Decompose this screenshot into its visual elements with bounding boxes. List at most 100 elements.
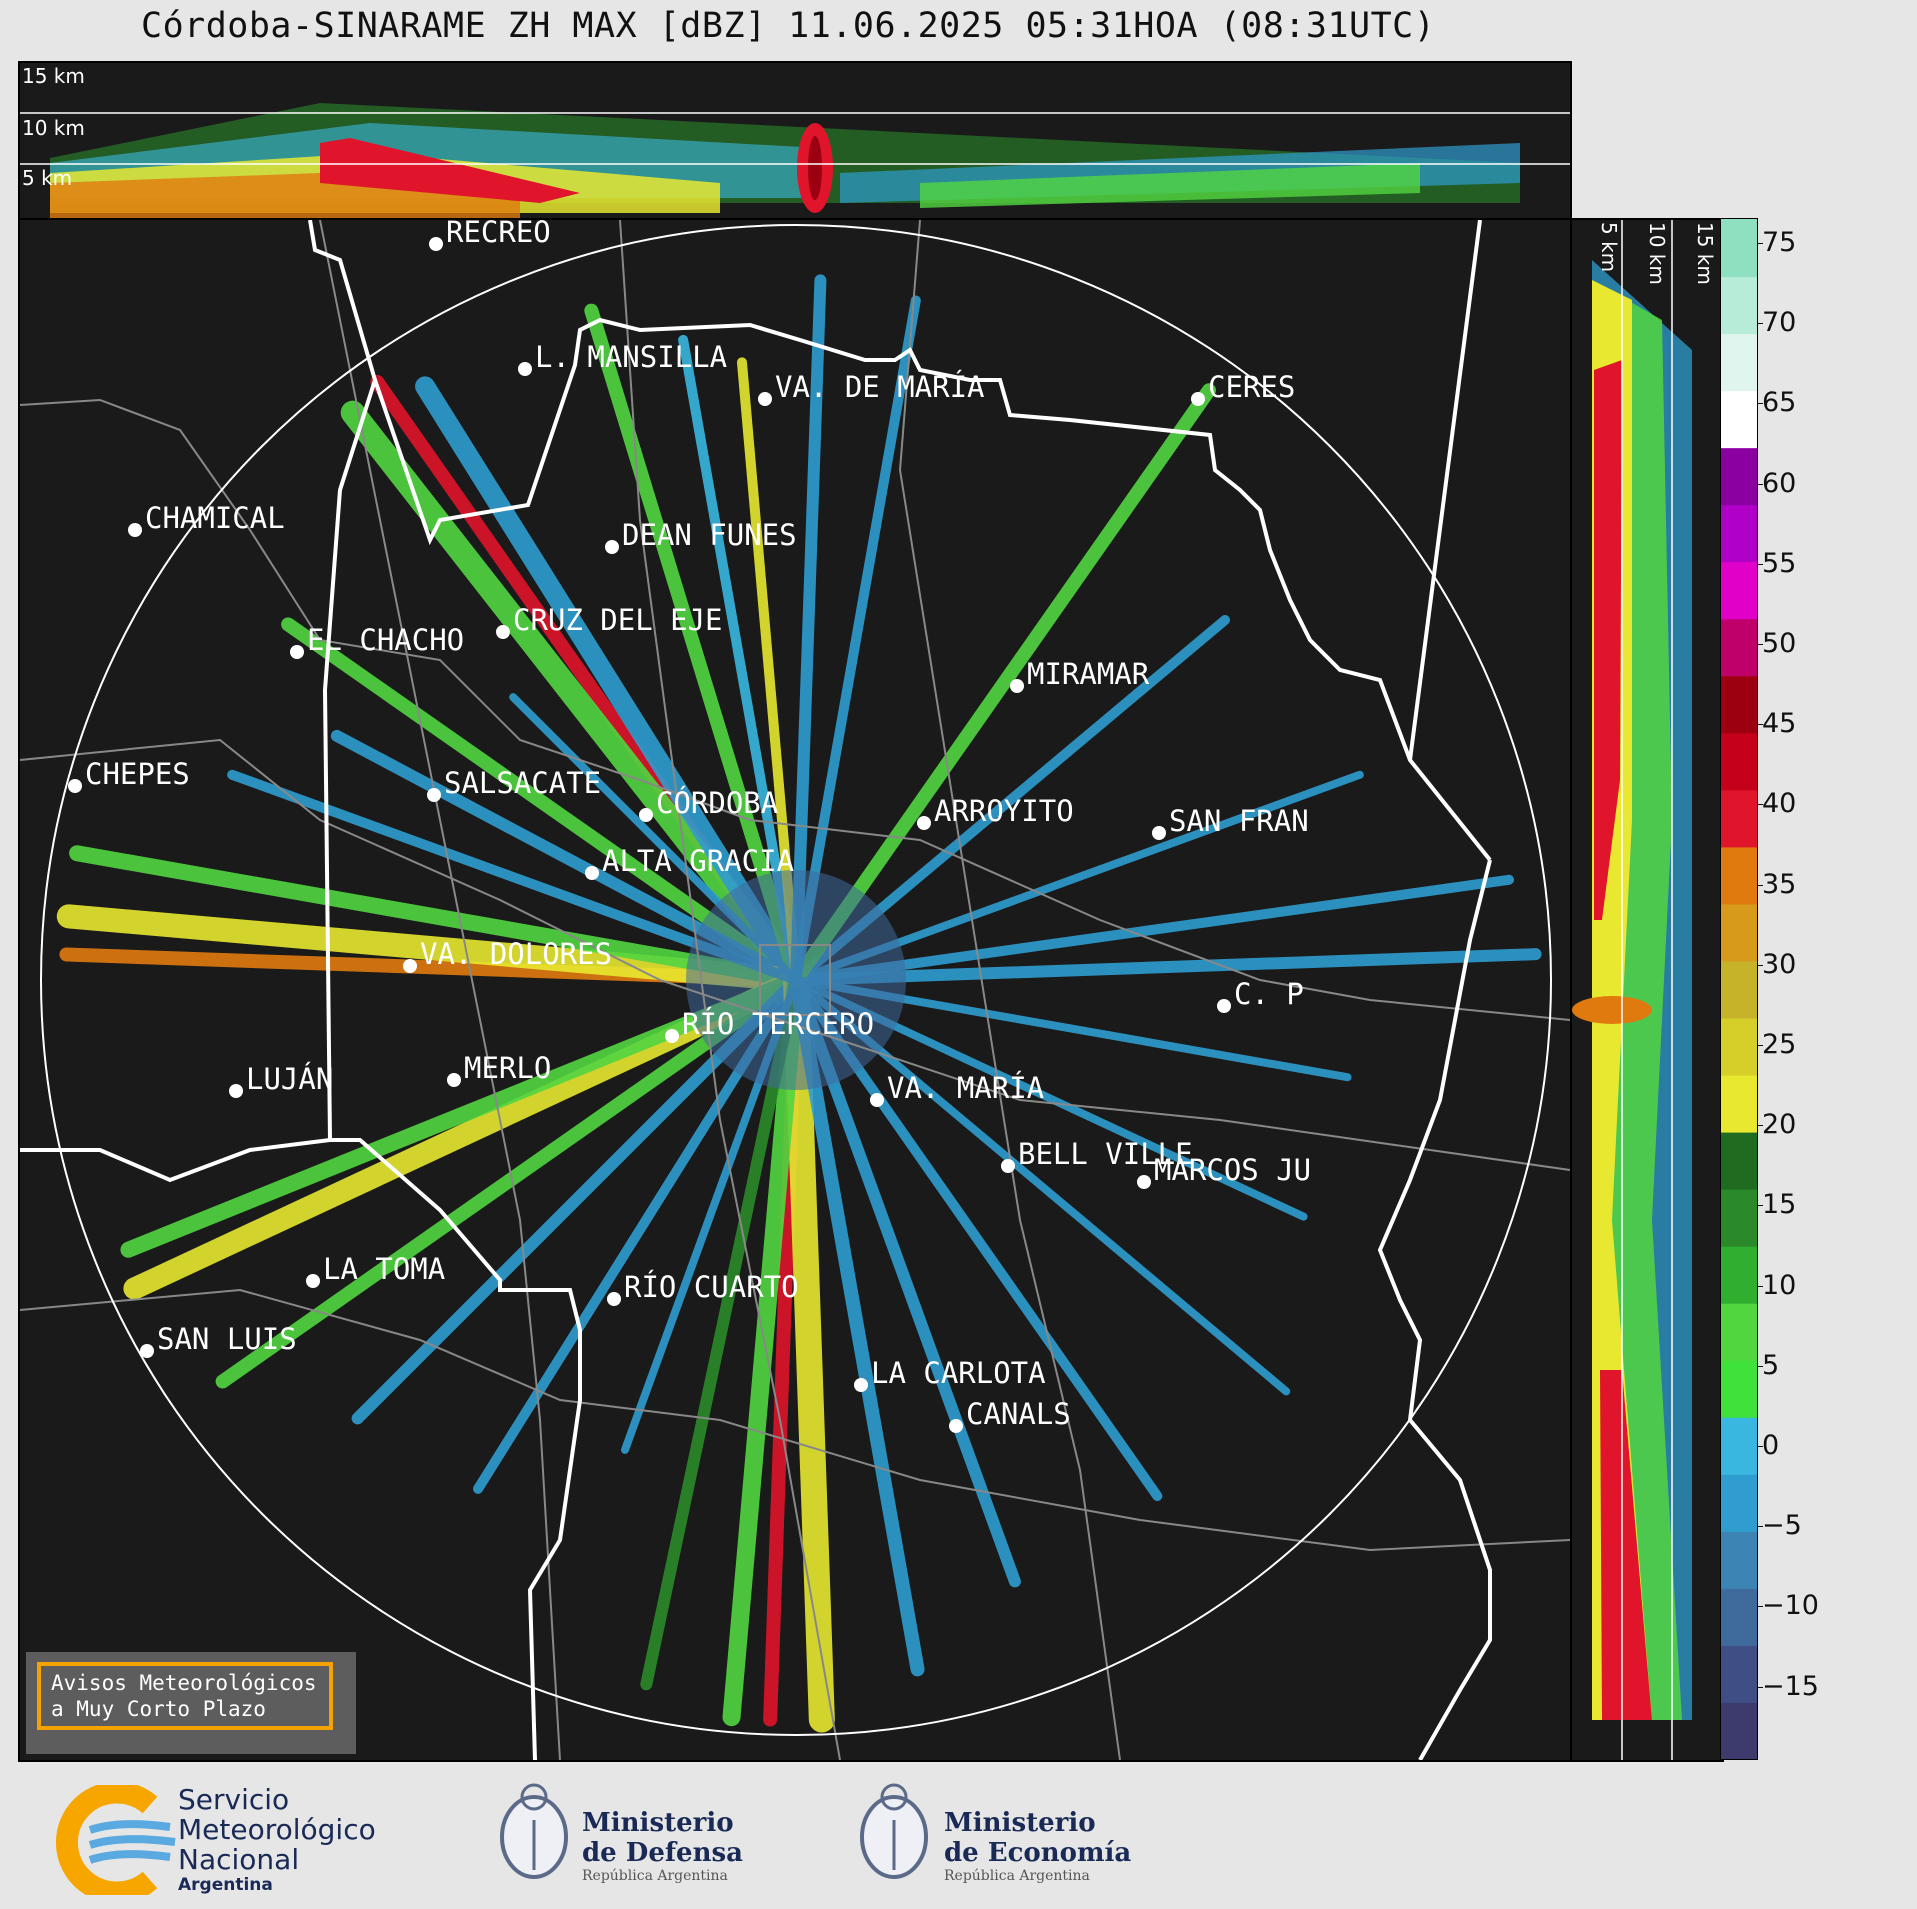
- colorbar-segment: [1721, 1416, 1757, 1475]
- side-km-15: 15 km: [1693, 222, 1717, 285]
- colorbar-tick-mark: [1757, 1446, 1763, 1447]
- city-label: CRUZ DEL EJE: [513, 603, 723, 637]
- colorbar-segment: [1721, 447, 1757, 506]
- colorbar-tick-mark: [1757, 1205, 1763, 1207]
- city-marker: SALSACATE: [427, 766, 601, 802]
- colorbar-tick-label: 5: [1762, 1349, 1780, 1381]
- city-dot: [1137, 1175, 1151, 1189]
- city-marker: RÍO CUARTO: [607, 1270, 799, 1306]
- notice-frame: Avisos Meteorológicos a Muy Corto Plazo: [37, 1662, 333, 1730]
- colorbar-tick-label: 70: [1762, 307, 1797, 339]
- echo-ray: [56, 904, 808, 992]
- colorbar-segment: [1721, 219, 1757, 278]
- city-marker: CHEPES: [68, 757, 190, 793]
- ground-clutter: [686, 870, 906, 1090]
- city-dot: [429, 237, 443, 251]
- radar-map-panel[interactable]: RECREO L. MANSILLA VA. DE MARÍA CERES CHAMIC…: [18, 218, 1572, 1762]
- city-marker: CERES: [1191, 370, 1295, 406]
- city-dot: [140, 1344, 154, 1358]
- colorbar-svg: [1721, 219, 1757, 1760]
- colorbar-tick-mark: [1757, 1606, 1763, 1608]
- echo-ray: [789, 973, 925, 1677]
- city-dot: [128, 523, 142, 537]
- echo-ray: [340, 400, 808, 992]
- colorbar-segment: [1721, 1245, 1757, 1304]
- colorbar-segment: [1721, 390, 1757, 449]
- city-marker: VA. DE MARÍA: [758, 370, 985, 406]
- economia-line1: Ministerio: [944, 1808, 1096, 1838]
- economia-logo-text: Ministerio de Economía República Argenti…: [944, 1808, 1131, 1884]
- radar-map-svg: RECREO L. MANSILLA VA. DE MARÍA CERES CHAMIC…: [20, 220, 1570, 1760]
- colorbar-tick-mark: [1757, 644, 1763, 645]
- echo-ray: [791, 295, 921, 985]
- colorbar-tick-label: 25: [1762, 1029, 1797, 1060]
- city-marker: C. P: [1217, 977, 1304, 1013]
- colorbar-tick-mark: [1757, 964, 1763, 966]
- city-marker: CHAMICAL: [128, 501, 285, 537]
- city-dot: [585, 866, 599, 880]
- city-marker: RÍO TERCERO: [665, 1007, 874, 1043]
- colorbar-segment: [1721, 1017, 1757, 1076]
- city-label: LA TOMA: [323, 1252, 445, 1286]
- department-borders: [20, 220, 1570, 1760]
- city-label: MIRAMAR: [1027, 657, 1150, 691]
- city-dot: [1010, 679, 1024, 693]
- smn-line2: Meteorológico: [178, 1813, 376, 1846]
- city-label: RÍO CUARTO: [624, 1270, 799, 1304]
- city-dot: [607, 1292, 621, 1306]
- city-dot: [518, 362, 532, 376]
- city-label: ALTA GRACIA: [602, 844, 794, 878]
- city-label: VA. DE MARÍA: [775, 370, 985, 404]
- range-ring: [40, 224, 1552, 1736]
- city-marker: VA. DOLORES: [403, 937, 612, 973]
- smn-line4: Argentina: [178, 1875, 273, 1895]
- colorbar-tick-mark: [1757, 1686, 1763, 1688]
- city-marker: DEAN FUNES: [605, 518, 797, 554]
- city-marker: VA. MARÍA: [870, 1071, 1044, 1107]
- colorbar-segment: [1721, 846, 1757, 905]
- city-label: MERLO: [464, 1051, 551, 1085]
- city-marker: MERLO: [447, 1051, 551, 1087]
- colorbar-tick-label: 20: [1762, 1109, 1797, 1141]
- city-marker: SAN FRAN: [1152, 804, 1309, 840]
- economia-line2: de Economía: [944, 1838, 1132, 1868]
- city-label: VA. DOLORES: [420, 937, 612, 971]
- city-dot: [68, 779, 82, 793]
- defensa-seal-icon: [500, 1783, 568, 1879]
- city-dot: [1191, 392, 1205, 406]
- city-dot: [605, 540, 619, 554]
- city-label: C. P: [1234, 977, 1304, 1011]
- colorbar-tick-mark: [1757, 243, 1763, 244]
- top-km-15: 15 km: [22, 64, 85, 88]
- city-label: SAN LUIS: [157, 1322, 297, 1356]
- colorbar-tick-mark: [1757, 323, 1763, 325]
- colorbar-segment: [1721, 789, 1757, 848]
- city-dot: [229, 1084, 243, 1098]
- city-dot: [949, 1419, 963, 1433]
- city-dot: [854, 1378, 868, 1392]
- smn-line3: Nacional: [178, 1843, 300, 1876]
- colorbar-segment: [1721, 618, 1757, 677]
- city-label: ARROYITO: [934, 794, 1074, 828]
- echo-ray: [69, 845, 804, 988]
- reflectivity-colorbar: [1720, 218, 1758, 1760]
- smn-logo-icon: [56, 1785, 176, 1895]
- colorbar-tick-label: 40: [1762, 788, 1797, 820]
- colorbar-segment: [1721, 1359, 1757, 1418]
- colorbar-segment: [1721, 1131, 1757, 1190]
- city-dot: [1001, 1159, 1015, 1173]
- colorbar-tick-mark: [1757, 724, 1763, 726]
- colorbar-tick-label: −5: [1762, 1510, 1802, 1542]
- colorbar-tick-mark: [1757, 1365, 1763, 1367]
- colorbar-segment: [1721, 1587, 1757, 1646]
- city-label: MARCOS JU: [1154, 1153, 1311, 1187]
- top-cross-section-svg: 15 km 10 km 5 km: [20, 64, 1570, 218]
- city-dot: [1152, 826, 1166, 840]
- defensa-line1: Ministerio: [582, 1808, 734, 1838]
- city-marker: CANALS: [949, 1397, 1071, 1433]
- city-label: CHEPES: [85, 757, 190, 791]
- city-dot: [306, 1274, 320, 1288]
- colorbar-segment: [1721, 675, 1757, 734]
- city-marker: RECREO: [429, 220, 551, 251]
- city-label: CHAMICAL: [145, 501, 285, 535]
